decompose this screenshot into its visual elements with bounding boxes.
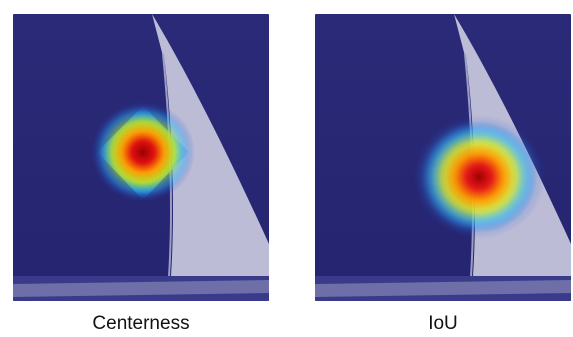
centerness-heat-halo — [91, 102, 195, 202]
centerness-scene — [13, 14, 269, 301]
centerness-heatmap-image — [13, 14, 269, 301]
iou-caption: IoU — [428, 313, 458, 334]
iou-heatmap-image — [315, 14, 571, 301]
sail-shape — [152, 14, 269, 276]
hull-shape — [315, 280, 571, 297]
iou-heat-halo — [413, 115, 545, 239]
hull-shape — [13, 280, 269, 297]
centerness-caption: Centerness — [92, 313, 190, 334]
iou-scene — [315, 14, 571, 301]
